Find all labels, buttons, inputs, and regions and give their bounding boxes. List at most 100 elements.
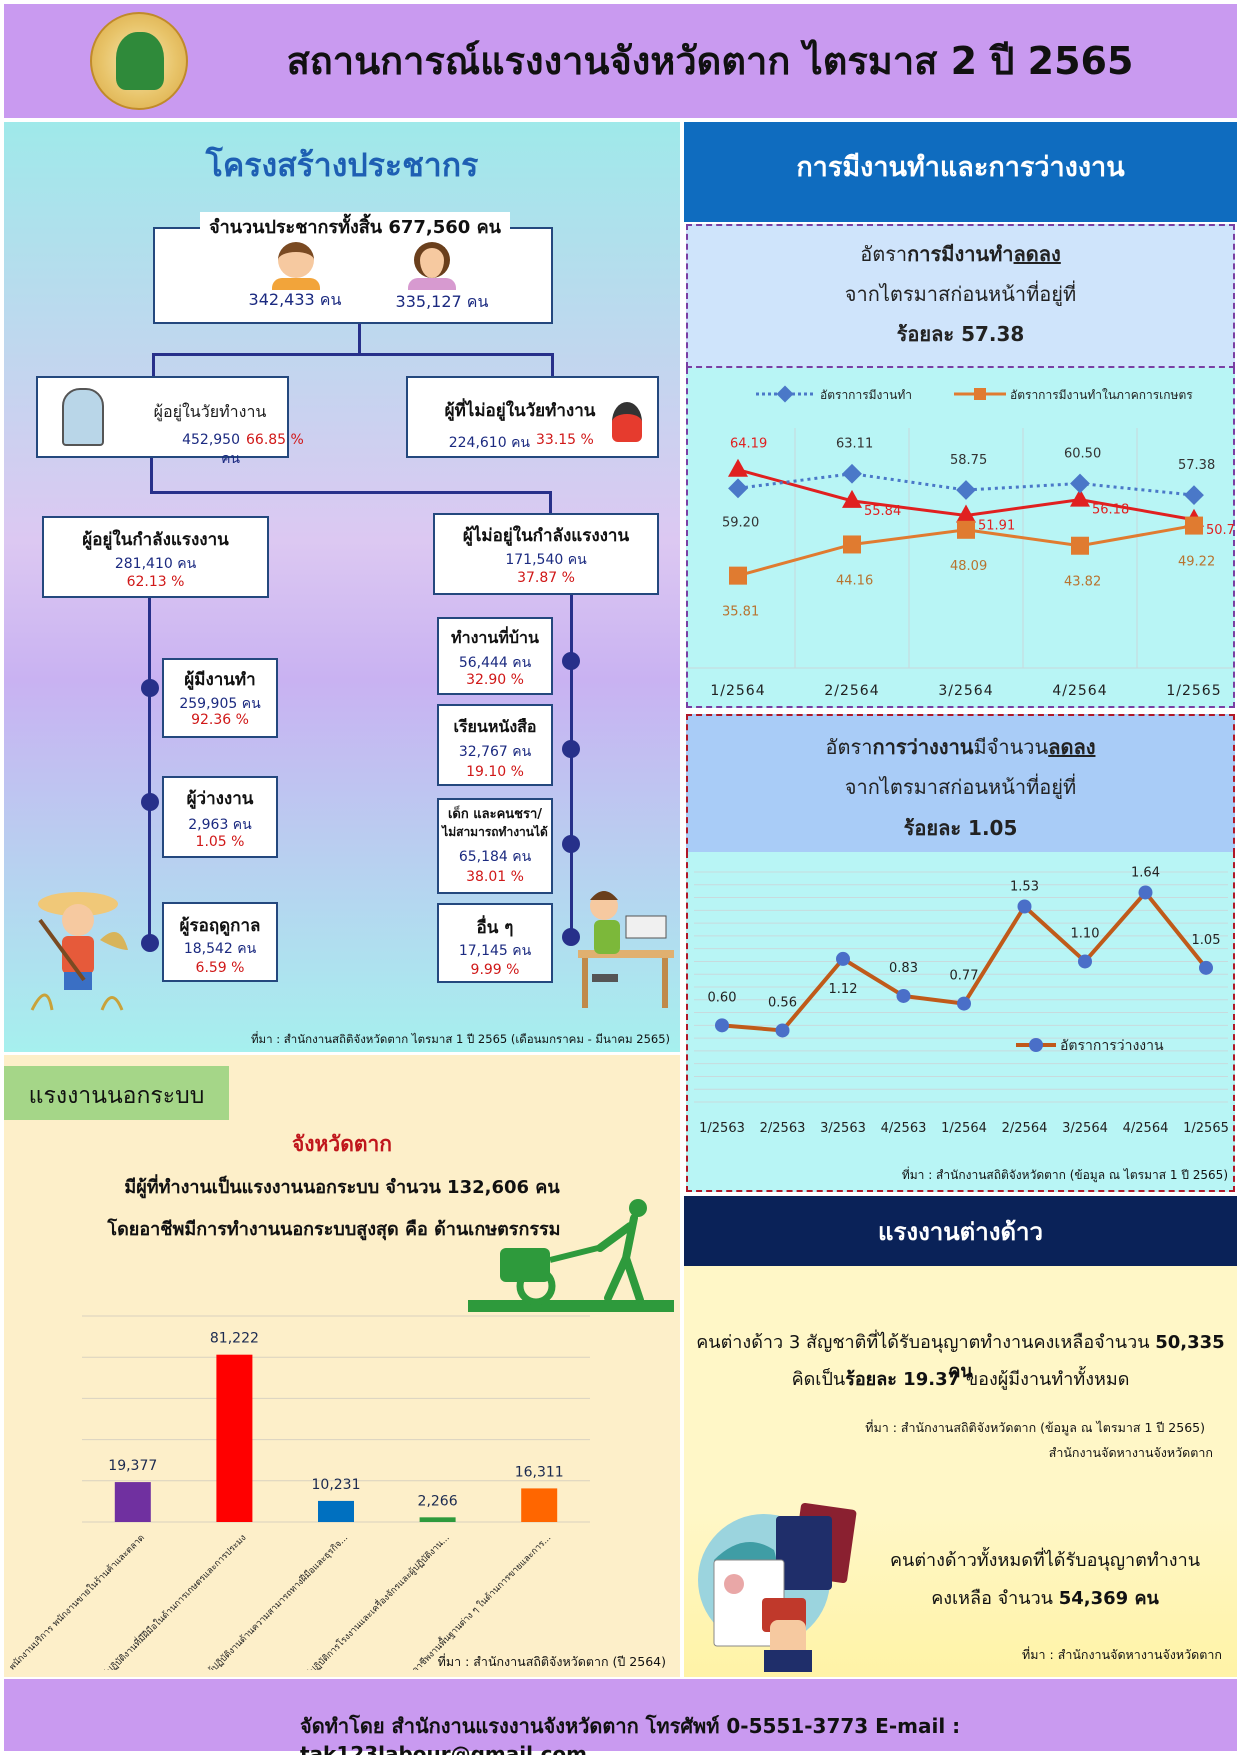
employed-pct: 92.36 % xyxy=(191,712,249,728)
total-population-box xyxy=(153,227,553,324)
connector-dot xyxy=(141,679,159,697)
foreign-line2-pre: คิดเป็น xyxy=(791,1369,846,1390)
seal-emblem xyxy=(116,32,164,90)
children-elderly-label-1: เด็ก และคนชรา/ xyxy=(447,807,543,822)
non-working-age-count: 224,610 คน xyxy=(448,435,530,451)
data-point-employment-rate xyxy=(1070,473,1090,494)
foreign-line2: คิดเป็นร้อยละ 19.37 ของผู้มีงานทำทั้งหมด xyxy=(686,1364,1235,1393)
legend-label-employment-rate: อัตราการมีงานทำ xyxy=(820,388,912,402)
children-elderly-box xyxy=(437,798,553,894)
foreign-total-line2: คงเหลือ จำนวน 54,369 คน xyxy=(860,1583,1230,1612)
unemployed-count: 2,963 คน xyxy=(188,817,252,833)
labour-force-pct: 62.13 % xyxy=(126,574,185,590)
informal-source: ที่มา : สำนักงานสถิติจังหวัดตาก (ปี 2564… xyxy=(437,1654,666,1669)
data-point-unemployment xyxy=(957,996,971,1011)
x-tick-label: 1/2563 xyxy=(699,1121,745,1136)
x-tick-label: 2/2564 xyxy=(1002,1121,1048,1136)
data-point-red xyxy=(842,489,862,508)
data-point-agri xyxy=(1185,516,1203,535)
housework-label: ทำงานที่บ้าน xyxy=(451,628,539,647)
working-age-label: ผู้อยู่ในวัยทำงาน xyxy=(153,402,267,421)
unemployment-rate-mid: มีจำนวน xyxy=(973,735,1049,759)
population-structure-title: โครงสร้างประชากร xyxy=(205,146,479,184)
page-title: สถานการณ์แรงงานจังหวัดตาก ไตรมาส 2 ปี 25… xyxy=(286,39,1134,83)
foreign-line1: คนต่างด้าว 3 สัญชาติที่ได้รับอนุญาตทำงาน… xyxy=(686,1327,1235,1385)
connector xyxy=(549,491,552,515)
header-bar xyxy=(4,4,1237,118)
foreign-source-1: ที่มา : สำนักงานสถิติจังหวัดตาก (ข้อมูล … xyxy=(865,1420,1205,1435)
data-label-red: 55.84 xyxy=(864,504,901,519)
bar-value-label: 19,377 xyxy=(108,1458,157,1474)
x-tick-label: 1/2564 xyxy=(710,683,765,699)
working-age-count: 452,950 คน xyxy=(182,432,240,467)
employment-rate-value: ร้อยละ 57.38 xyxy=(896,322,1025,346)
unemployment-rate-prefix: อัตรา xyxy=(825,735,873,759)
seasonal-label: ผู้รอฤดูกาล xyxy=(179,916,261,936)
connector xyxy=(150,491,552,494)
data-point-red xyxy=(956,504,976,523)
male-shirt-icon xyxy=(272,278,320,290)
foreign-total-line1: คนต่างด้าวทั้งหมดที่ได้รับอนุญาตทำงาน xyxy=(889,1550,1201,1571)
data-label-unemployment: 1.64 xyxy=(1131,865,1160,880)
data-point-unemployment xyxy=(1017,899,1032,914)
bar-value-label: 2,266 xyxy=(418,1493,458,1509)
data-label-agri: 35.81 xyxy=(722,605,759,620)
employment-rate-bold: การมีงานทำ xyxy=(907,242,1014,266)
others-count: 17,145 คน xyxy=(458,943,532,959)
foreign-source-2: สำนักงานจัดหางานจังหวัดตาก xyxy=(1048,1445,1213,1460)
employment-rate-line1: อัตราการมีงานทำลดลง xyxy=(686,238,1235,270)
data-label-employment-rate: 57.38 xyxy=(1178,458,1215,473)
data-label-agri: 48.09 xyxy=(950,559,987,574)
data-point-unemployment xyxy=(715,1018,729,1033)
unemployed-label: ผู้ว่างงาน xyxy=(186,789,254,809)
labour-force-box xyxy=(42,516,269,598)
foreign-total-line2-pre: คงเหลือ จำนวน xyxy=(931,1588,1059,1609)
unemployment-chart-area xyxy=(686,852,1235,1192)
connector-dot xyxy=(141,793,159,811)
employment-header xyxy=(684,122,1237,222)
x-tick-label: 3/2564 xyxy=(938,683,993,699)
unemployment-source: ที่มา : สำนักงานสถิติจังหวัดตาก (ข้อมูล … xyxy=(901,1168,1228,1182)
children-elderly-label-2: ไม่สามารถทำงานได้ xyxy=(442,825,548,839)
employment-rate-chart: อัตราการมีงานทำ อัตราการมีงานทำในภาคการเก… xyxy=(686,385,1235,699)
data-point-unemployment xyxy=(896,988,911,1003)
not-labour-force-label: ผู้ไม่อยู่ในกำลังแรงงาน xyxy=(462,526,630,546)
legend-label-unemployment: อัตราการว่างงาน xyxy=(1060,1038,1164,1054)
data-label-agri: 44.16 xyxy=(836,573,873,588)
employment-rate-box xyxy=(686,224,1235,368)
farmer-illustration xyxy=(30,892,128,1011)
data-point-unemployment xyxy=(1078,954,1092,969)
employment-title: การมีงานทำและการว่างงาน xyxy=(796,152,1125,183)
informal-labour-tag-text: แรงงานนอกระบบ xyxy=(28,1083,205,1109)
x-tick-label: 2/2564 xyxy=(824,683,879,699)
data-label-unemployment: 0.60 xyxy=(708,990,737,1005)
connector xyxy=(152,353,554,356)
data-point-unemployment xyxy=(775,1023,790,1038)
informal-line1: มีผู้ที่ทำงานเป็นแรงงานนอกระบบ จำนวน 132… xyxy=(124,1177,560,1198)
housework-count: 56,444 คน xyxy=(458,655,532,671)
connector-dot xyxy=(562,835,580,853)
data-label-red: 51.91 xyxy=(978,519,1015,534)
data-point-agri xyxy=(843,535,861,554)
data-point-employment-rate xyxy=(728,478,748,499)
data-point-unemployment xyxy=(1138,885,1153,900)
employment-rate-prefix: อัตรา xyxy=(860,242,908,266)
data-point-employment-rate xyxy=(1184,485,1204,506)
foreign-permitted-3-nations: 50,335 คน xyxy=(948,1332,1225,1382)
housework-pct: 32.90 % xyxy=(466,672,524,688)
foreign-labour-header xyxy=(684,1196,1237,1266)
connector-dot xyxy=(562,652,580,670)
not-labour-force-pct: 37.87 % xyxy=(517,570,575,586)
seasonal-pct: 6.59 % xyxy=(195,960,245,976)
foreign-labour-title: แรงงานต่างด้าว xyxy=(878,1218,1043,1246)
connector xyxy=(551,353,554,377)
data-label-unemployment: 0.77 xyxy=(950,969,979,984)
data-label-unemployment: 1.12 xyxy=(829,982,858,997)
female-icon xyxy=(414,242,450,278)
female-dress-icon xyxy=(408,278,456,290)
foreign-share-pct: ร้อยละ 19.37 xyxy=(845,1369,961,1390)
legend-marker-unemployment xyxy=(1029,1038,1043,1052)
data-label-employment-rate: 59.20 xyxy=(722,515,759,530)
employed-label: ผู้มีงานทำ xyxy=(184,670,256,690)
bar xyxy=(318,1500,354,1522)
